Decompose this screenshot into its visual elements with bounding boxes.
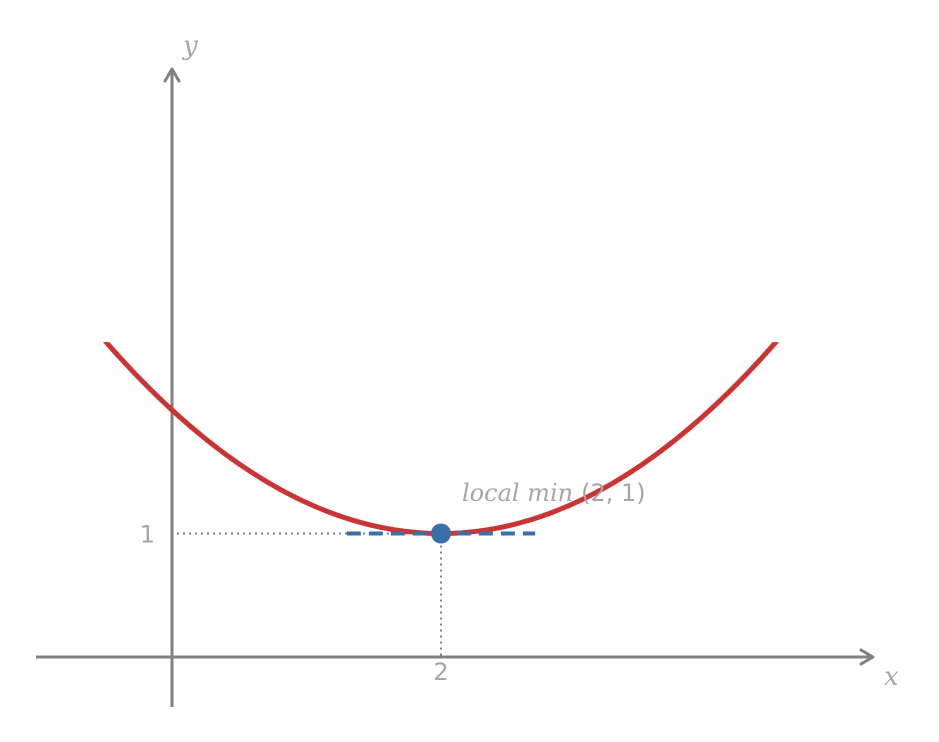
function-curve	[102, 342, 780, 537]
guides	[177, 532, 442, 657]
annotation-label: local min	[462, 479, 573, 507]
local-min-point	[431, 523, 451, 544]
y-tick-label: 1	[140, 521, 155, 549]
x-axis-arrow	[859, 648, 875, 666]
axes	[36, 67, 875, 707]
x-axis-label: x	[884, 662, 899, 692]
y-axis-label: y	[182, 31, 198, 61]
y-axis-arrow	[163, 67, 181, 83]
annotation-value: (2, 1)	[581, 479, 646, 507]
x-tick-label: 2	[433, 658, 448, 686]
local-min-annotation: local min (2, 1)	[462, 479, 646, 507]
